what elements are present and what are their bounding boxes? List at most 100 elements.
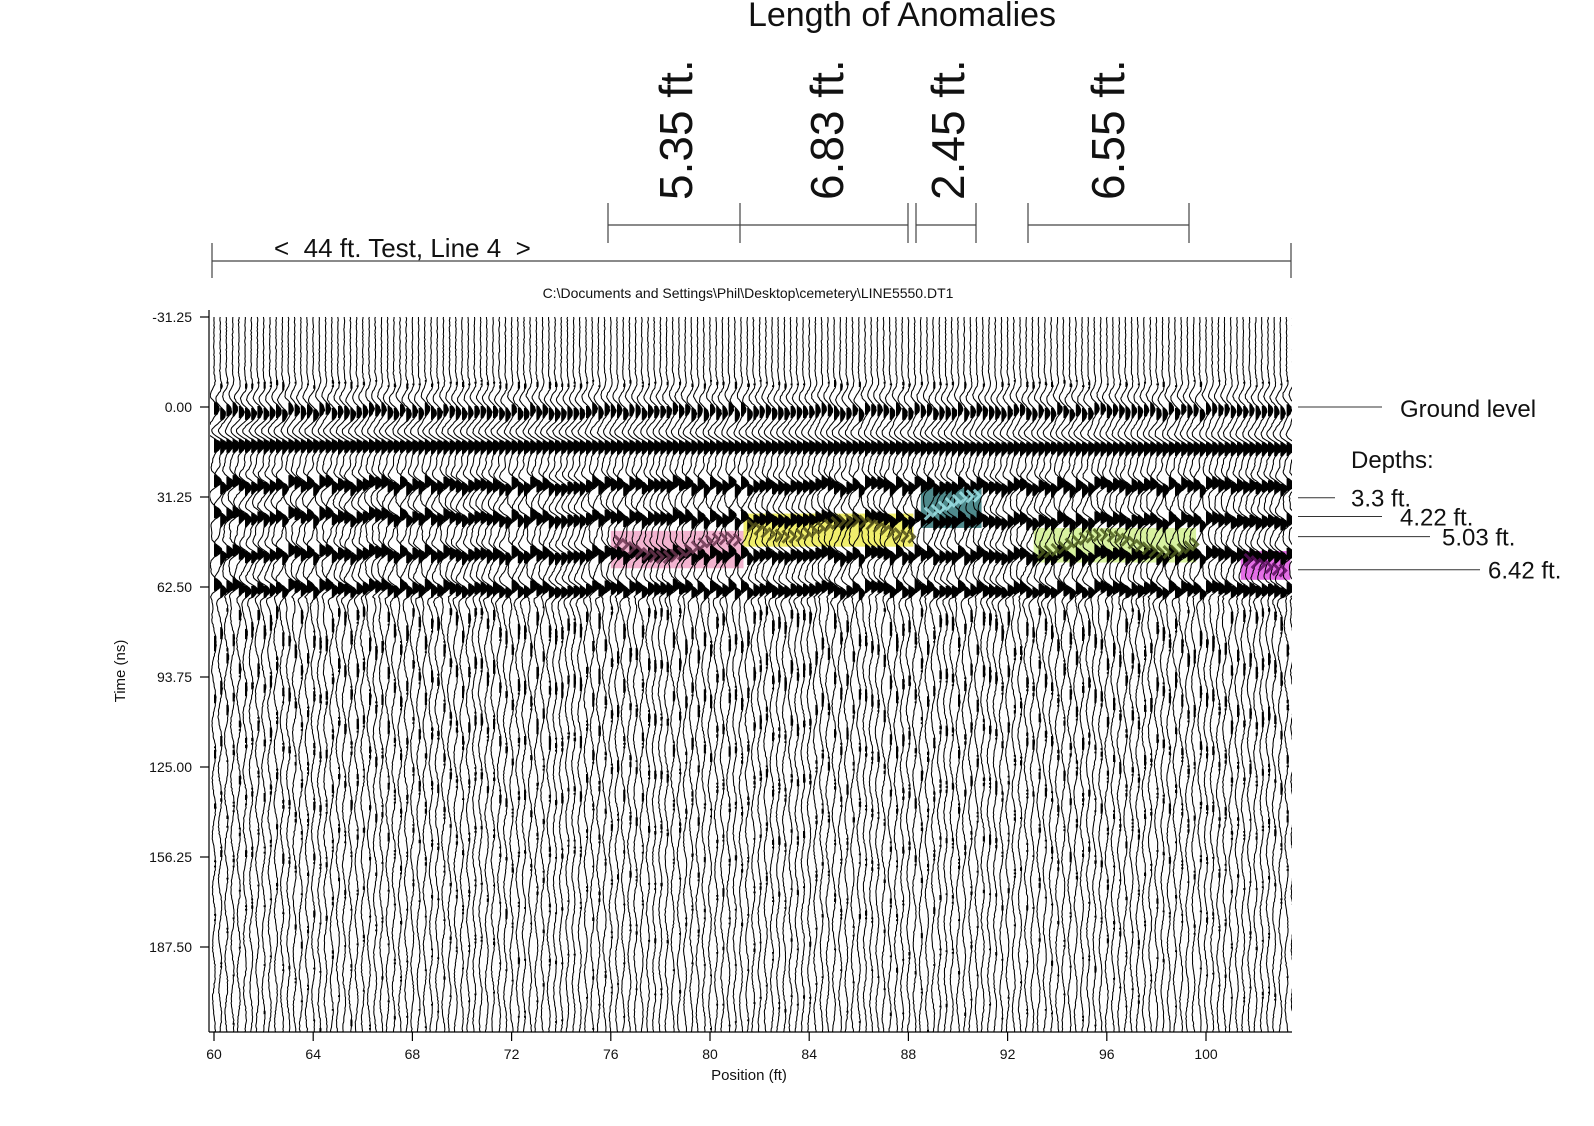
trace-fill-8 <box>263 381 272 1015</box>
trace-fill-22 <box>350 381 358 1027</box>
trace-fill-114 <box>920 381 929 994</box>
trace-8 <box>254 316 272 1032</box>
anomaly-reflection-3 <box>923 488 982 521</box>
x-tick-label: 84 <box>801 1046 817 1062</box>
length-brackets <box>607 203 1190 243</box>
depths-title: Depths: <box>1351 447 1434 474</box>
trace-48 <box>503 316 521 1032</box>
trace-26 <box>367 316 384 1032</box>
trace-136 <box>1049 316 1066 1032</box>
trace-fill-172 <box>1280 383 1288 904</box>
trace-fill-94 <box>796 383 805 1006</box>
trace-93 <box>782 316 799 1032</box>
trace-fill-42 <box>474 381 483 996</box>
trace-92 <box>776 316 793 1032</box>
trace-fill-128 <box>1007 383 1015 999</box>
trace-37 <box>435 316 452 1032</box>
trace-fill-161 <box>1212 402 1220 975</box>
trace-fill-118 <box>945 383 953 1008</box>
trace-fill-29 <box>393 383 401 1020</box>
trace-fill-40 <box>462 381 470 970</box>
trace-fill-66 <box>623 383 631 1018</box>
trace-fill-108 <box>883 381 892 991</box>
trace-fill-109 <box>889 383 897 1016</box>
depth-label: 6.42 ft. <box>1488 558 1561 585</box>
trace-98 <box>814 316 830 1032</box>
trace-130 <box>1012 316 1029 1032</box>
trace-fill-153 <box>1162 381 1171 963</box>
trace-fill-145 <box>1113 404 1121 980</box>
trace-54 <box>539 316 558 1032</box>
depth-label: 5.03 ft. <box>1442 525 1515 552</box>
trace-20 <box>329 316 347 1032</box>
bracket-6-55 <box>1027 203 1190 243</box>
y-tick-label: 156.25 <box>149 849 192 865</box>
x-tick-label: 72 <box>504 1046 520 1062</box>
trace-fill-157 <box>1187 404 1196 883</box>
trace-84 <box>726 316 743 1032</box>
trace-fill-7 <box>257 381 265 887</box>
trace-29 <box>384 316 402 1032</box>
trace-89 <box>757 316 775 1032</box>
trace-fill-98 <box>821 402 830 978</box>
trace-163 <box>1217 317 1233 1032</box>
bracket-5-35 <box>607 203 741 243</box>
trace-fill-137 <box>1063 380 1071 996</box>
trace-170 <box>1260 316 1277 1032</box>
trace-32 <box>403 316 421 1032</box>
trace-fill-14 <box>300 406 309 1003</box>
trace-fill-4 <box>238 406 247 949</box>
trace-fill-121 <box>964 381 972 1016</box>
length-label-2-45: 2.45 ft. <box>922 59 974 200</box>
trace-fill-54 <box>548 381 557 966</box>
trace-63 <box>596 316 614 1032</box>
trace-173 <box>1279 316 1292 1032</box>
trace-fill-2 <box>226 381 235 934</box>
trace-146 <box>1111 316 1128 1032</box>
trace-fill-24 <box>362 381 371 992</box>
trace-85 <box>733 316 750 1032</box>
y-axis-ticks: -31.25 0.00 31.25 62.50 93.75 125.00 156.25 187… <box>149 309 209 955</box>
trace-71 <box>646 316 663 1032</box>
trace-50 <box>515 316 532 1032</box>
trace-162 <box>1211 316 1227 1032</box>
trace-fill-122 <box>970 406 978 1001</box>
trace-fill-138 <box>1069 383 1078 968</box>
trace-fill-124 <box>982 383 991 894</box>
x-axis-ticks: 60 64 68 72 76 80 84 88 92 96 100 <box>206 1032 1218 1062</box>
trace-15 <box>298 317 316 1032</box>
trace-fill-34 <box>424 380 433 1029</box>
trace-fill-30 <box>400 404 408 982</box>
y-tick-label: 187.50 <box>149 939 192 955</box>
trace-fill-85 <box>741 402 749 1032</box>
trace-fill-60 <box>586 381 594 999</box>
trace-165 <box>1229 316 1246 1032</box>
trace-72 <box>652 316 669 1032</box>
trace-fill-63 <box>604 402 613 978</box>
trace-68 <box>627 316 644 1032</box>
trace-fill-166 <box>1243 381 1251 1003</box>
trace-79 <box>695 316 712 1032</box>
trace-135 <box>1042 316 1059 1032</box>
trace-fill-146 <box>1119 383 1127 989</box>
trace-fill-141 <box>1088 381 1096 961</box>
trace-fill-73 <box>666 381 675 944</box>
trace-76 <box>677 316 694 1032</box>
trace-142 <box>1087 316 1103 1032</box>
ground-level-label: Ground level <box>1400 396 1536 423</box>
trace-fill-132 <box>1032 381 1040 909</box>
trace-154 <box>1162 316 1178 1032</box>
trace-fill-158 <box>1193 380 1202 935</box>
anomaly-reflections <box>613 488 1288 578</box>
trace-105 <box>857 316 874 1032</box>
y-tick-label: 31.25 <box>157 489 192 505</box>
trace-123 <box>969 316 985 1032</box>
wiggle-traces <box>210 316 1292 1032</box>
trace-1 <box>211 316 229 1032</box>
trace-fill-89 <box>765 381 774 987</box>
trace-65 <box>609 317 626 1032</box>
trace-103 <box>844 316 861 1032</box>
trace-fill-12 <box>288 402 297 970</box>
trace-fill-79 <box>703 383 712 966</box>
trace-fill-170 <box>1268 381 1276 994</box>
